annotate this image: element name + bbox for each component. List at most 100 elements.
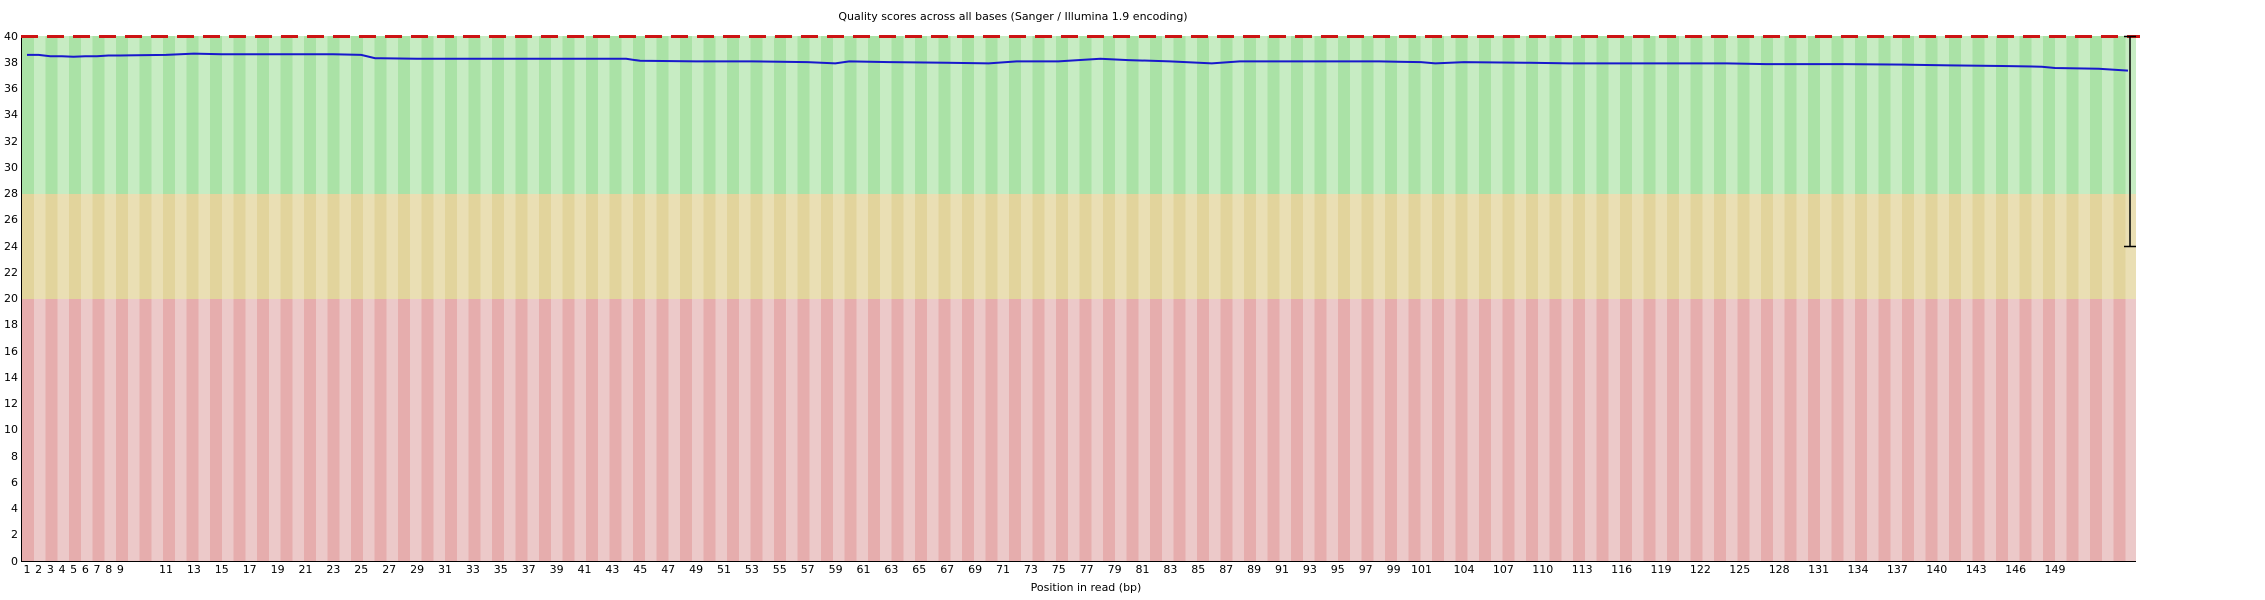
x-tick-label: 69: [968, 563, 983, 576]
x-tick-label: 73: [1023, 563, 1038, 576]
x-tick-label: 17: [242, 563, 257, 576]
x-tick-label: 29: [410, 563, 425, 576]
chart-title: Quality scores across all bases (Sanger …: [838, 10, 1188, 23]
y-tick-label: 36: [4, 82, 18, 95]
x-tick-label: 11: [159, 563, 173, 576]
x-tick-label: 116: [1611, 563, 1633, 576]
x-tick-label: 134: [1847, 563, 1869, 576]
x-tick-label: 113: [1571, 563, 1593, 576]
x-tick-label: 71: [996, 563, 1010, 576]
x-tick-label: 110: [1532, 563, 1554, 576]
x-tick-label: 3: [46, 563, 54, 576]
x-tick-label: 7: [93, 563, 101, 576]
x-tick-label: 104: [1453, 563, 1475, 576]
x-tick-label: 97: [1358, 563, 1373, 576]
quality-band-medium: [22, 194, 2136, 299]
x-tick-label: 93: [1302, 563, 1317, 576]
y-tick-label: 6: [11, 475, 18, 489]
x-tick-label: 2: [35, 563, 43, 576]
x-tick-label: 57: [800, 563, 815, 576]
x-tick-label: 9: [116, 563, 124, 576]
x-tick-label: 59: [828, 563, 843, 576]
y-tick-label: 8: [11, 449, 18, 463]
x-tick-label: 8: [105, 563, 113, 576]
x-tick-label: 21: [298, 563, 313, 576]
x-tick-label: 41: [577, 563, 592, 576]
y-tick-label: 0: [11, 554, 18, 568]
x-tick-label: 131: [1808, 563, 1830, 576]
x-axis-title: Position in read (bp): [1030, 581, 1142, 594]
x-tick-label: 77: [1079, 563, 1094, 576]
x-tick-label: 143: [1965, 563, 1987, 576]
x-tick-label: 39: [549, 563, 564, 576]
x-tick-label: 61: [856, 563, 871, 576]
mean-quality-line: [27, 52, 2129, 72]
x-tick-label: 13: [186, 563, 201, 576]
quality-band-poor: [22, 299, 2136, 561]
x-tick-label: 49: [689, 563, 704, 576]
y-tick-label: 22: [4, 265, 18, 279]
x-tick-label: 146: [2005, 563, 2027, 576]
x-tick-label: 149: [2044, 563, 2066, 576]
y-tick-label: 40: [4, 29, 18, 43]
y-tick-label: 2: [11, 528, 18, 542]
x-tick-label: 101: [1411, 563, 1432, 576]
y-tick-label: 16: [4, 344, 18, 358]
x-tick-label: 75: [1051, 563, 1066, 576]
x-tick-label: 140: [1926, 563, 1948, 576]
x-tick-label: 81: [1135, 563, 1150, 576]
y-tick-label: 34: [4, 108, 18, 122]
x-tick-label: 99: [1386, 563, 1401, 576]
plot-area: [21, 36, 2136, 562]
y-tick-label: 10: [4, 423, 18, 437]
x-tick-label: 87: [1219, 563, 1234, 576]
x-tick-label: 47: [661, 563, 676, 576]
x-tick-label: 53: [744, 563, 759, 576]
x-tick-label: 27: [382, 563, 397, 576]
x-tick-label: 15: [214, 563, 229, 576]
x-tick-label: 79: [1107, 563, 1122, 576]
x-tick-label: 119: [1650, 563, 1672, 576]
x-tick-label: 91: [1275, 563, 1289, 576]
y-tick-label: 12: [4, 397, 18, 410]
x-tick-label: 37: [521, 563, 536, 576]
x-tick-label: 85: [1191, 563, 1206, 576]
x-tick-label: 55: [772, 563, 787, 576]
x-tick-label: 137: [1886, 563, 1908, 576]
x-tick-label: 67: [940, 563, 955, 576]
x-tick-label: 65: [912, 563, 927, 576]
x-tick-label: 5: [70, 563, 78, 576]
x-tick-label: 1: [23, 563, 31, 576]
x-tick-label: 51: [717, 563, 731, 576]
x-tick-label: 125: [1729, 563, 1751, 576]
y-tick-label: 18: [4, 318, 18, 332]
x-tick-label: 23: [326, 563, 341, 576]
x-tick-label: 35: [493, 563, 508, 576]
x-tick-label: 122: [1689, 563, 1711, 576]
x-tick-label: 6: [81, 563, 89, 576]
y-tick-label: 28: [4, 187, 18, 200]
x-tick-label: 25: [354, 563, 369, 576]
x-tick-label: 45: [633, 563, 648, 576]
y-tick-label: 20: [4, 292, 18, 305]
x-tick-label: 89: [1247, 563, 1262, 576]
y-tick-label: 24: [4, 239, 18, 253]
y-tick-label: 26: [4, 213, 18, 227]
x-tick-label: 83: [1163, 563, 1178, 576]
x-tick-label: 63: [884, 563, 899, 576]
quality-band-good: [22, 36, 2136, 194]
x-tick-label: 33: [465, 563, 480, 576]
x-tick-label: 4: [58, 563, 66, 576]
x-tick-label: 95: [1330, 563, 1345, 576]
x-tick-label: 31: [438, 563, 452, 576]
y-tick-label: 4: [11, 502, 18, 515]
x-tick-label: 128: [1768, 563, 1790, 576]
y-tick-label: 14: [4, 370, 18, 384]
x-tick-label: 107: [1492, 563, 1514, 576]
y-tick-label: 38: [4, 55, 18, 69]
y-tick-label: 32: [4, 134, 18, 148]
x-tick-label: 43: [605, 563, 620, 576]
x-tick-label: 19: [270, 563, 285, 576]
